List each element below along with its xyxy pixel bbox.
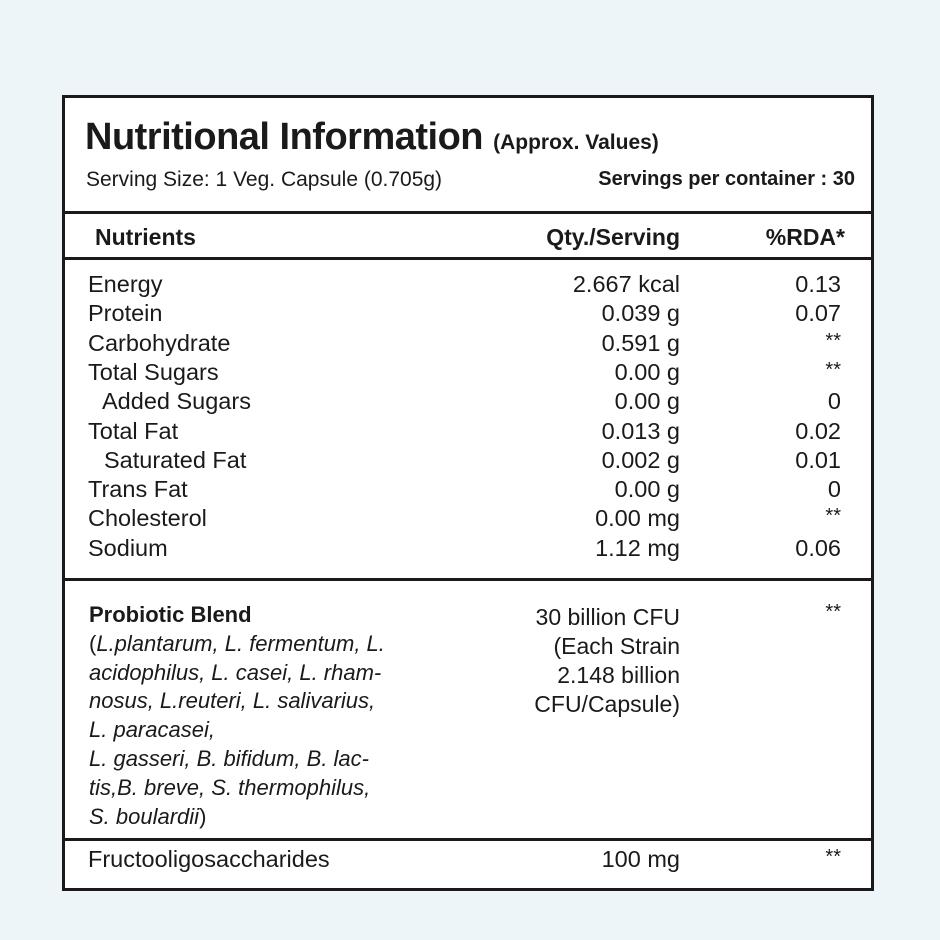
nutrient-rda: ** — [825, 329, 841, 352]
strain-line: tis,B. breve, S. thermophilus, — [89, 774, 371, 800]
nutrient-qty: 2.667 kcal — [572, 271, 680, 297]
probiotic-qty-line: 30 billion CFU — [535, 604, 680, 630]
probiotic-name: Probiotic Blend — [89, 602, 252, 627]
nutrient-rda: 0.06 — [795, 534, 841, 561]
nutrient-qty: 0.002 g — [601, 446, 680, 473]
title-text: Nutritional Information — [85, 116, 484, 158]
strain-line: L. gasseri, B. bifidum, B. lac- — [89, 745, 369, 771]
probiotic-qty: 30 billion CFU (Each Strain 2.148 billion C… — [534, 603, 680, 719]
nutrient-name: Total Fat — [88, 417, 179, 444]
nutrient-name: Total Sugars — [88, 358, 219, 385]
nutrition-label: Nutritional Information (Approx. Values)… — [62, 95, 874, 891]
divider — [65, 578, 871, 581]
divider — [65, 257, 871, 260]
servings-per-container: Servings per container : 30 — [598, 168, 855, 190]
probiotic-rda: ** — [825, 601, 841, 623]
nutrient-row: Trans Fat 0.00 g 0 — [65, 476, 871, 505]
nutrient-qty: 0.591 g — [601, 329, 680, 356]
nutrient-qty: 1.12 mg — [595, 534, 680, 561]
nutrient-rda: ** — [825, 358, 841, 381]
nutrient-rda: 0.02 — [795, 417, 841, 444]
header-qty: Qty./Serving — [546, 224, 680, 250]
nutrient-row: Total Sugars 0.00 g ** — [65, 359, 871, 388]
probiotic-qty-line: CFU/Capsule) — [534, 691, 680, 717]
nutrient-row: Saturated Fat 0.002 g 0.01 — [65, 447, 871, 476]
nutrient-row: Carbohydrate 0.591 g ** — [65, 330, 871, 359]
nutrient-rda: 0 — [827, 388, 841, 415]
label-title: Nutritional Information (Approx. Values) — [85, 116, 659, 159]
nutrient-qty: 0.013 g — [601, 417, 680, 444]
probiotic-name-cell: Probiotic Blend (L.plantarum, L. ferment… — [89, 601, 385, 831]
nutrient-qty: 0.00 mg — [595, 505, 680, 532]
divider — [65, 838, 871, 841]
nutrient-row: Sodium 1.12 mg 0.06 — [65, 535, 871, 564]
nutrient-row: Total Fat 0.013 g 0.02 — [65, 418, 871, 447]
nutrient-name: Cholesterol — [88, 505, 207, 532]
nutrient-row: Cholesterol 0.00 mg ** — [65, 505, 871, 534]
header-nutrients: Nutrients — [95, 224, 196, 250]
fos-qty: 100 mg — [601, 846, 680, 872]
nutrient-qty: 0.00 g — [614, 476, 680, 503]
probiotic-qty-line: 2.148 billion — [557, 662, 680, 688]
strain-line: L. paracasei, — [89, 717, 215, 743]
nutrient-qty: 0.00 g — [614, 358, 680, 385]
nutrient-rda: 0.01 — [795, 446, 841, 473]
nutrient-name: Protein — [88, 300, 163, 327]
fos-name: Fructooligosaccharides — [88, 846, 330, 872]
header-rda: %RDA* — [765, 224, 845, 250]
strain-line: (L.plantarum, L. fermentum, L. — [89, 630, 385, 656]
nutrient-qty: 0.00 g — [614, 388, 680, 415]
label-subtitle: (Approx. Values) — [493, 131, 659, 154]
fos-rda: ** — [825, 846, 841, 868]
strain-line: nosus, L.reuteri, L. salivarius, — [89, 688, 376, 714]
nutrient-name: Carbohydrate — [88, 329, 231, 356]
probiotic-qty-line: (Each Strain — [553, 633, 680, 659]
nutrient-rda: ** — [825, 505, 841, 528]
nutrient-row: Added Sugars 0.00 g 0 — [65, 388, 871, 417]
nutrient-qty: 0.039 g — [601, 300, 680, 327]
nutrient-row: Protein 0.039 g 0.07 — [65, 300, 871, 329]
divider — [65, 211, 871, 214]
nutrient-row: Energy 2.667 kcal 0.13 — [65, 271, 871, 300]
nutrient-name: Trans Fat — [88, 476, 188, 503]
strain-line: acidophilus, L. casei, L. rham- — [89, 659, 382, 685]
serving-size: Serving Size: 1 Veg. Capsule (0.705g) — [86, 168, 443, 191]
nutrient-rda: 0.13 — [795, 271, 841, 297]
nutrient-rda: 0 — [827, 476, 841, 503]
nutrient-rda: 0.07 — [795, 300, 841, 327]
nutrient-name: Sodium — [88, 534, 168, 561]
nutrient-name: Energy — [88, 271, 163, 297]
nutrient-name: Added Sugars — [102, 388, 251, 415]
nutrient-name: Saturated Fat — [104, 446, 247, 473]
strain-line: S. boulardii) — [89, 803, 207, 829]
